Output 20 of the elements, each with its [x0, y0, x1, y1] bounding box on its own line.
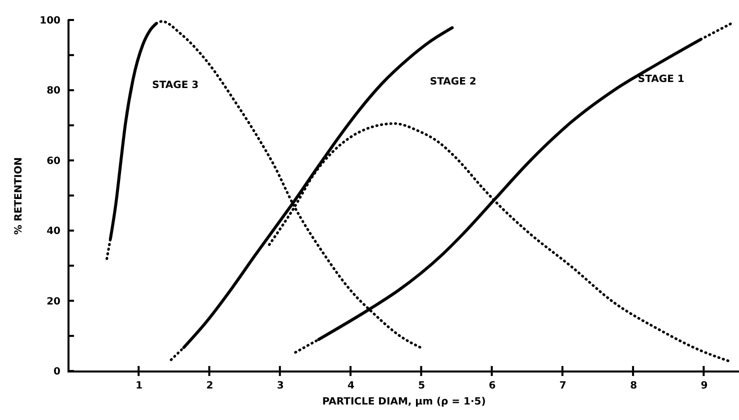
x-tick-label: 7 [559, 380, 566, 392]
y-tick-label: 60 [46, 156, 61, 167]
x-tick-label: 6 [488, 380, 496, 392]
x-tick-label: 9 [700, 380, 708, 392]
x-tick-label: 5 [418, 380, 426, 392]
y-tick-label: 80 [46, 86, 61, 97]
x-tick-label: 8 [630, 380, 638, 392]
annotation: STAGE 3 [152, 80, 199, 91]
x-axis-title: PARTICLE DIAM, μm (ρ = 1·5) [322, 396, 486, 408]
x-tick-label: 4 [348, 380, 355, 392]
y-tick-label: 0 [54, 366, 61, 378]
y-tick-label: 100 [40, 16, 61, 26]
y-tick-label: 40 [46, 226, 61, 238]
y-tick-label: 20 [46, 296, 61, 308]
annotation: STAGE 2 [430, 76, 476, 88]
y-axis-title: % RETENTION [14, 157, 25, 235]
x-tick-label: 3 [276, 380, 284, 392]
annotation: STAGE 1 [638, 74, 684, 85]
x-tick-label: 1 [136, 380, 143, 392]
x-tick-label: 2 [206, 380, 214, 392]
